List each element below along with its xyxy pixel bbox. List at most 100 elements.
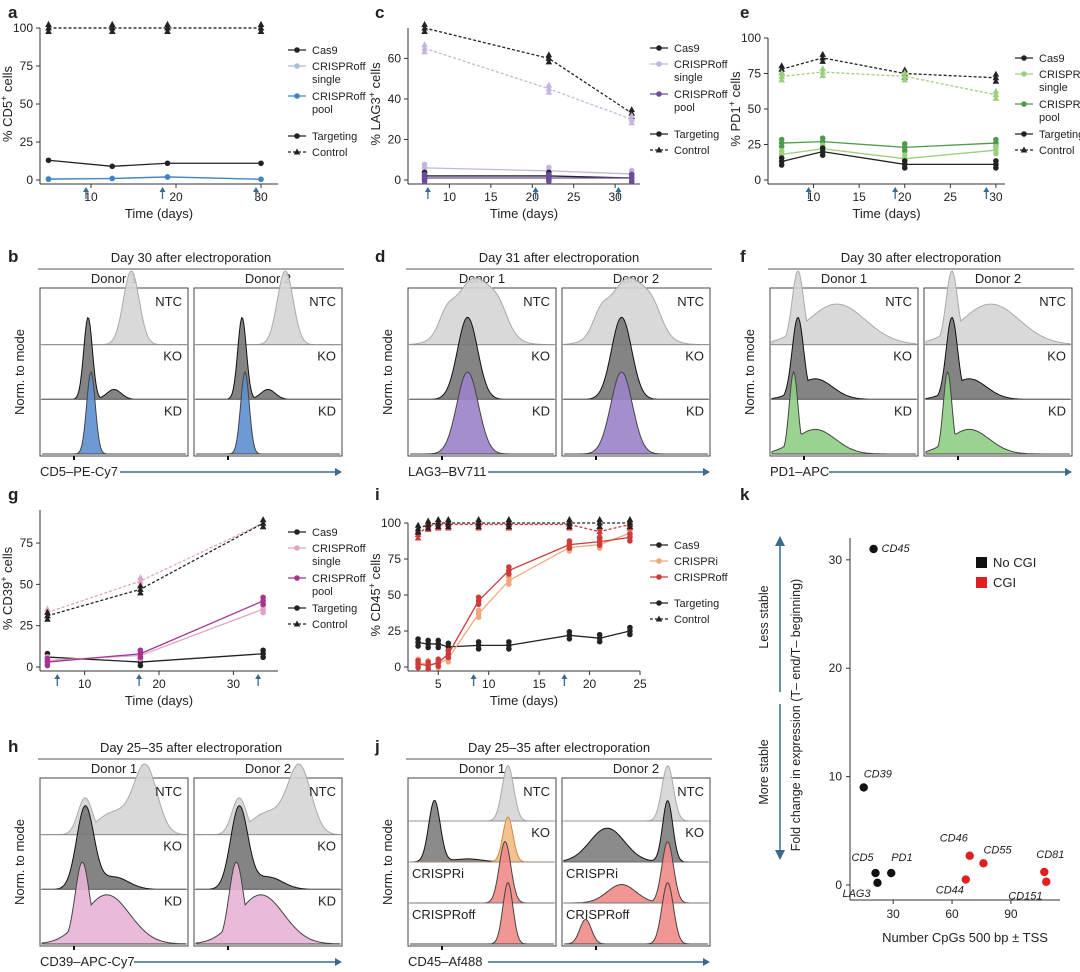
data-point [414, 534, 422, 541]
data-point [993, 143, 999, 150]
legend-marker [656, 600, 662, 606]
row-label: KO [163, 349, 182, 364]
legend-label: Control [674, 145, 709, 157]
data-point [993, 165, 999, 171]
y-tick-label: 20 [829, 661, 843, 675]
panel-letter-c: c [375, 3, 384, 22]
row-label: NTC [677, 294, 704, 309]
legend-label: CGI [993, 575, 1016, 590]
histogram-curve [564, 841, 708, 904]
data-point [545, 85, 553, 92]
histogram-box [923, 287, 1073, 457]
y-label-sup: + [0, 96, 9, 101]
more-stable-label: More stable [757, 739, 771, 804]
data-point [45, 21, 52, 27]
legend-marker [294, 63, 300, 69]
series-line [781, 150, 996, 166]
y-label-sup: + [0, 576, 9, 581]
y-tick-label: 100 [13, 21, 33, 35]
legend-swatch [976, 557, 987, 568]
arrow-head [892, 187, 899, 192]
data-point [1040, 867, 1049, 877]
legend-label: Targeting [1039, 129, 1080, 141]
data-point [596, 523, 603, 529]
data-point [475, 601, 482, 608]
data-point [434, 519, 442, 526]
x-tick-label: 20 [898, 190, 912, 204]
row-label: KD [1048, 403, 1066, 418]
row-label: KO [1047, 349, 1066, 364]
legend-label: Control [312, 619, 347, 631]
legend-marker [1021, 101, 1027, 107]
legend-label: CRISPRoff [312, 573, 367, 585]
data-point [425, 666, 431, 672]
data-point [545, 51, 553, 58]
row-label: NTC [155, 294, 182, 309]
y-tick-label: 75 [20, 536, 34, 550]
data-point [475, 523, 482, 529]
data-point [258, 176, 264, 183]
data-point [137, 577, 144, 584]
row-label: KD [164, 893, 182, 908]
data-point [901, 76, 909, 83]
series-line [417, 523, 631, 536]
data-point [778, 62, 785, 69]
chart-e: 0 25 50 75 100 10 15 20 25 30 Time (days) % PD1+ ce… [727, 31, 1080, 221]
data-point [778, 155, 785, 161]
arrow-head [253, 187, 259, 192]
data-point [414, 525, 422, 532]
donor-label: Donor 1 [91, 271, 137, 286]
row-label: KO [685, 349, 704, 364]
histogram-ylabel: Norm. to mode [380, 329, 395, 415]
data-point [778, 162, 785, 168]
data-point [596, 528, 603, 535]
data-point [901, 69, 909, 76]
x-tick-label: 5 [435, 677, 442, 691]
data-point [257, 21, 265, 27]
data-point [257, 28, 265, 34]
xlabel-arrowhead [335, 468, 342, 476]
data-point [445, 654, 452, 661]
data-point [628, 106, 636, 113]
legend-label: Targeting [312, 131, 357, 143]
x-tick-label: 20 [583, 677, 597, 691]
chart-k: 0 10 20 30 30 60 90 Number CpGs 500 bp ± TSS Fol… [757, 536, 1064, 945]
histogram-curve [771, 270, 917, 346]
data-point [992, 77, 1000, 84]
point-label: CD151 [1008, 891, 1042, 903]
legend-swatch [976, 577, 987, 588]
data-point [137, 647, 144, 654]
data-point [819, 68, 826, 75]
data-point [626, 519, 634, 526]
x-tick-label: 15 [532, 677, 546, 691]
y-label-tail: cells [0, 546, 15, 576]
data-point [445, 640, 452, 647]
data-point [778, 72, 785, 79]
data-point [778, 76, 785, 83]
arrow-head [615, 187, 622, 192]
data-point [505, 519, 513, 526]
series-line [47, 653, 264, 663]
data-point [44, 612, 51, 619]
data-point [566, 545, 573, 551]
data-point [506, 646, 512, 652]
data-point [627, 538, 633, 544]
histogram-title: Day 25–35 after electroporation [468, 740, 650, 755]
y-label-tail: cells [0, 65, 15, 95]
arrow-head [983, 187, 990, 192]
legend-label: Cas9 [312, 527, 338, 539]
panel-letter-h: h [8, 737, 18, 756]
data-point [435, 656, 442, 662]
point-label: CD81 [1036, 849, 1064, 861]
data-point [819, 135, 826, 141]
data-point [873, 878, 882, 888]
data-point [445, 659, 452, 665]
point-label: CD44 [936, 885, 964, 897]
y-tick-label: 20 [388, 132, 402, 146]
data-point [260, 647, 266, 654]
x-tick-label: 30 [886, 907, 900, 921]
xlabel-arrowhead [703, 958, 710, 966]
data-point [475, 607, 482, 614]
y-tick-label: 0 [754, 173, 761, 187]
